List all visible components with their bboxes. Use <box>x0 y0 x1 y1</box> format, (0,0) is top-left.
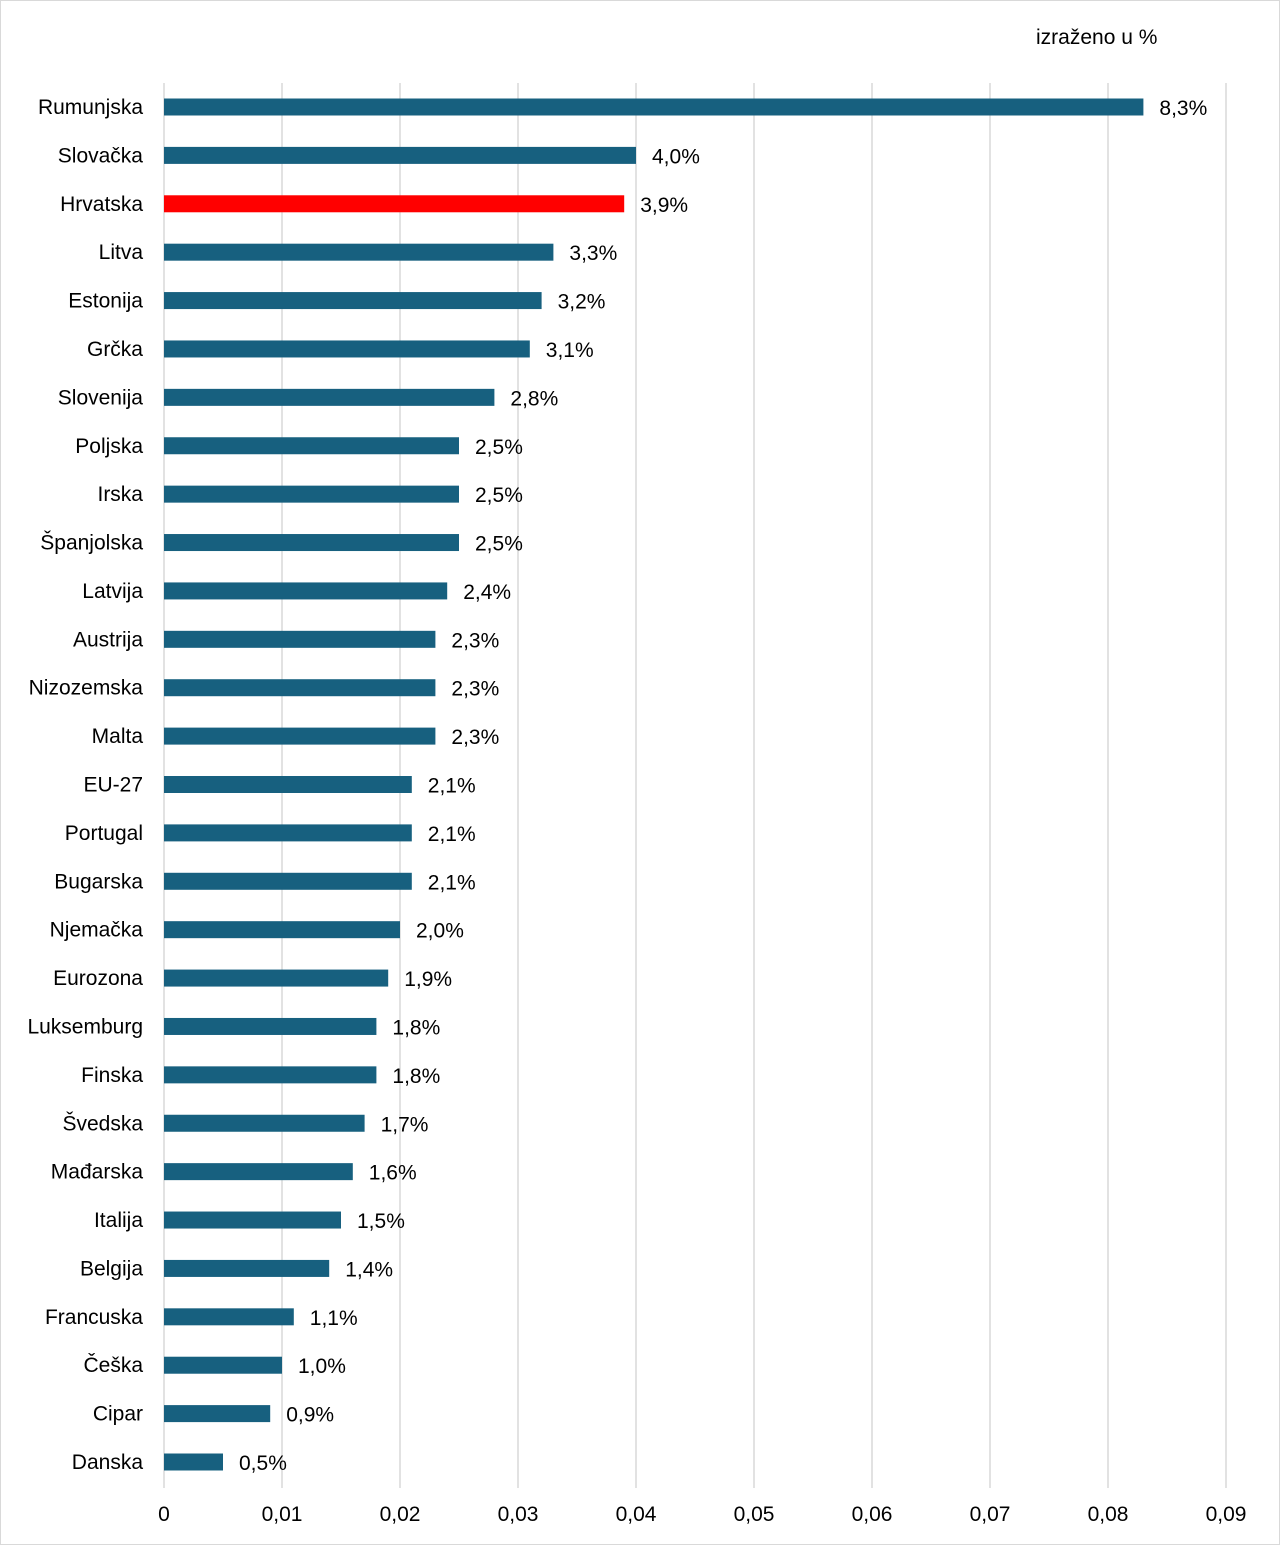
category-label: Švedska <box>62 1112 143 1135</box>
category-label: Austrija <box>73 628 143 651</box>
category-label: Eurozona <box>53 967 143 990</box>
data-label: 2,1% <box>428 775 476 798</box>
data-label: 3,2% <box>558 291 606 314</box>
category-label: Rumunjska <box>38 96 143 119</box>
bar <box>164 824 412 842</box>
data-label: 3,9% <box>640 194 688 217</box>
category-label: Belgija <box>80 1257 143 1280</box>
data-label: 2,5% <box>475 436 523 459</box>
bar <box>164 872 412 890</box>
bar <box>164 679 436 697</box>
data-label: 2,1% <box>428 871 476 894</box>
bar <box>164 437 459 455</box>
bar <box>164 582 448 600</box>
category-label: Nizozemska <box>29 677 144 700</box>
category-label: Hrvatska <box>60 193 143 216</box>
category-label: Slovačka <box>58 144 144 167</box>
category-label: Cipar <box>93 1403 143 1426</box>
bar <box>164 534 459 552</box>
category-label: Bugarska <box>54 870 143 893</box>
x-tick-label: 0,05 <box>734 1503 775 1526</box>
category-label: Luksemburg <box>27 1015 143 1038</box>
bar <box>164 630 436 648</box>
data-label: 1,7% <box>381 1113 429 1136</box>
data-label: 4,0% <box>652 145 700 168</box>
data-label: 1,8% <box>392 1065 440 1088</box>
data-label: 2,8% <box>510 387 558 410</box>
bar <box>164 1259 330 1277</box>
data-label: 0,5% <box>239 1452 287 1475</box>
bar <box>164 969 389 987</box>
bar <box>164 727 436 745</box>
x-tick-label: 0,03 <box>498 1503 539 1526</box>
data-label: 1,1% <box>310 1307 358 1330</box>
category-label: Poljska <box>75 435 143 458</box>
category-label: Grčka <box>87 338 143 361</box>
category-label: EU-27 <box>83 774 143 797</box>
bar <box>164 1211 341 1229</box>
category-label: Mađarska <box>51 1161 144 1184</box>
data-label: 1,4% <box>345 1258 393 1281</box>
data-label: 2,3% <box>451 678 499 701</box>
category-label: Italija <box>94 1209 143 1232</box>
bar <box>164 1453 223 1471</box>
bar <box>164 195 625 213</box>
category-label: Portugal <box>65 822 143 845</box>
bar <box>164 388 495 406</box>
bar <box>164 1017 377 1035</box>
unit-label: izraženo u % <box>1036 26 1158 49</box>
x-tick-label: 0,08 <box>1088 1503 1129 1526</box>
bar <box>164 243 554 261</box>
data-label: 2,1% <box>428 823 476 846</box>
data-label: 3,3% <box>569 242 617 265</box>
bar <box>164 1114 365 1132</box>
x-tick-label: 0,06 <box>852 1503 893 1526</box>
category-label: Danska <box>72 1451 144 1474</box>
x-tick-label: 0,09 <box>1206 1503 1247 1526</box>
category-label: Finska <box>81 1064 143 1087</box>
data-label: 2,5% <box>475 533 523 556</box>
data-label: 2,3% <box>451 726 499 749</box>
x-tick-label: 0,02 <box>380 1503 421 1526</box>
data-label: 1,6% <box>369 1162 417 1185</box>
data-label: 2,3% <box>451 629 499 652</box>
bar <box>164 340 530 358</box>
bar <box>164 292 542 310</box>
x-tick-label: 0,01 <box>262 1503 303 1526</box>
category-label: Estonija <box>68 290 143 313</box>
category-label: Češka <box>83 1354 143 1377</box>
category-label: Slovenija <box>58 386 144 409</box>
category-label: Francuska <box>45 1306 143 1329</box>
data-label: 3,1% <box>546 339 594 362</box>
data-label: 1,0% <box>298 1355 346 1378</box>
bar <box>164 146 636 164</box>
data-label: 2,4% <box>463 581 511 604</box>
category-label: Njemačka <box>50 919 144 942</box>
bar <box>164 1066 377 1084</box>
x-tick-label: 0 <box>158 1503 170 1526</box>
category-label: Litva <box>99 241 144 264</box>
bar <box>164 776 412 793</box>
data-label: 1,8% <box>392 1016 440 1039</box>
x-tick-label: 0,07 <box>970 1503 1011 1526</box>
bar <box>164 1163 353 1181</box>
data-label: 8,3% <box>1159 97 1207 120</box>
bar <box>164 921 400 939</box>
data-label: 1,9% <box>404 968 452 991</box>
data-label: 2,0% <box>416 920 464 943</box>
bar <box>164 1308 294 1326</box>
data-label: 1,5% <box>357 1210 405 1233</box>
bar <box>164 485 459 503</box>
category-label: Malta <box>92 725 144 748</box>
x-tick-label: 0,04 <box>616 1503 657 1526</box>
category-label: Latvija <box>82 580 143 603</box>
category-label: Španjolska <box>40 532 143 555</box>
bar <box>164 1405 271 1423</box>
category-label: Irska <box>97 483 143 506</box>
data-label: 0,9% <box>286 1404 334 1427</box>
data-label: 2,5% <box>475 484 523 507</box>
bar <box>164 98 1144 116</box>
bar <box>164 1356 282 1374</box>
